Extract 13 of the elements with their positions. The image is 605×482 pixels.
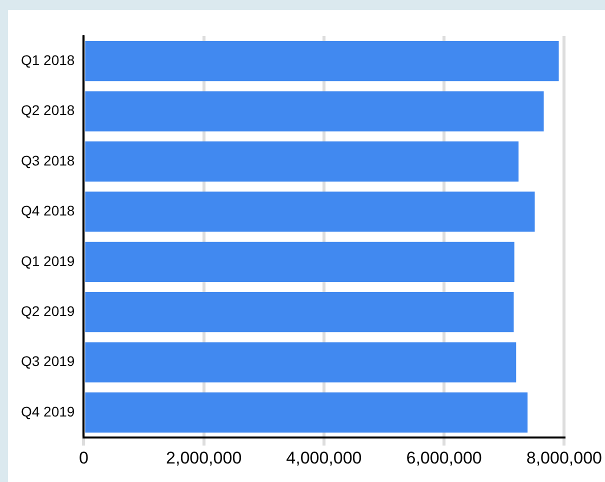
y-tick-label: Q4 2018 <box>20 202 75 219</box>
y-tick-label: Q2 2019 <box>20 302 75 319</box>
x-tick-label: 0 <box>78 448 88 468</box>
y-tick-label: Q2 2018 <box>20 102 75 118</box>
y-tick-label: Q1 2018 <box>20 52 75 68</box>
y-tick-label: Q3 2018 <box>20 152 75 168</box>
x-tick-label: 8,000,000 <box>526 448 602 468</box>
y-tick-label: Q3 2019 <box>20 353 75 370</box>
y-tick-label: Q1 2019 <box>20 252 75 269</box>
x-tick-label: 6,000,000 <box>406 448 482 468</box>
y-tick-label: Q4 2019 <box>20 403 75 420</box>
x-tick-label: 4,000,000 <box>286 448 362 468</box>
x-tick-label: 2,000,000 <box>166 448 242 468</box>
